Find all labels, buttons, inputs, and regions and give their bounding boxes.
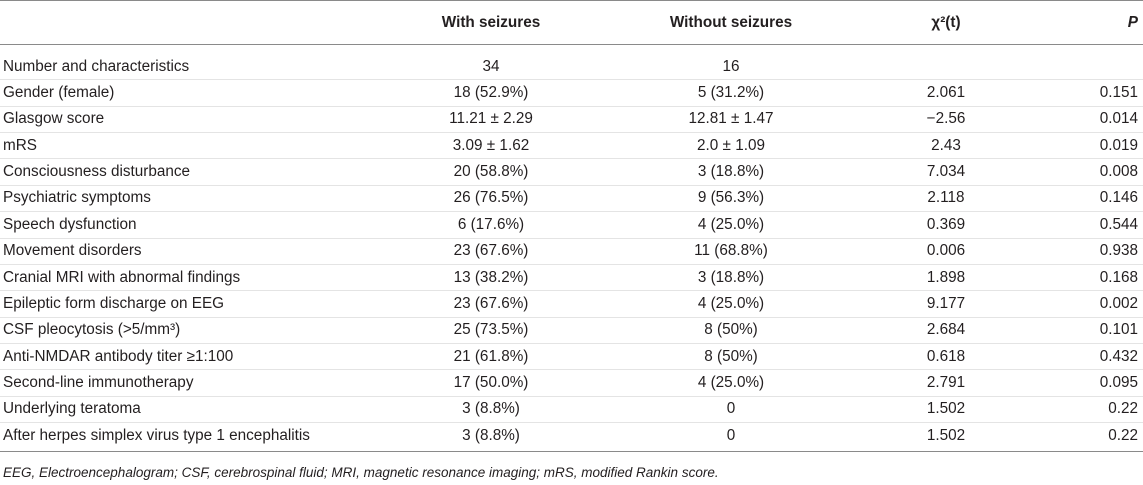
cell-with-seizures: 20 (58.8%): [453, 163, 529, 181]
table-row: Consciousness disturbance 20 (58.8%) 3 (18…: [0, 159, 1143, 186]
header-statistic: χ²(t): [931, 13, 961, 31]
cell-characteristic: After herpes simplex virus type 1 enceph…: [3, 427, 310, 445]
table-row: mRS 3.09 ± 1.62 2.0 ± 1.09 2.43 0.019: [0, 133, 1143, 160]
cell-characteristic: Speech dysfunction: [3, 215, 137, 233]
cell-p-value: 0.095: [1099, 373, 1138, 391]
cell-with-seizures: 21 (61.8%): [453, 347, 529, 365]
table-footnote: EEG, Electroencephalogram; CSF, cerebros…: [3, 465, 719, 481]
cell-without-seizures: 5 (31.2%): [697, 84, 765, 102]
cell-p-value: 0.432: [1099, 347, 1138, 365]
cell-statistic: 0.618: [926, 347, 966, 365]
cell-statistic: 2.061: [926, 84, 966, 102]
cell-statistic: 9.177: [926, 294, 966, 312]
cell-without-seizures: 16: [722, 57, 740, 75]
cell-without-seizures: 2.0 ± 1.09: [697, 136, 765, 154]
cell-p-value: 0.938: [1099, 242, 1138, 260]
cell-without-seizures: 8 (50%): [704, 347, 758, 365]
cell-with-seizures: 23 (67.6%): [453, 294, 529, 312]
cell-without-seizures: 3 (18.8%): [697, 163, 765, 181]
cell-statistic: 2.118: [927, 189, 965, 207]
cell-statistic: 7.034: [926, 163, 966, 181]
table-row: Anti-NMDAR antibody titer ≥1:100 21 (61.8…: [0, 344, 1143, 371]
cell-statistic: 1.898: [926, 268, 966, 286]
cell-without-seizures: 3 (18.8%): [697, 268, 765, 286]
cell-p-value: 0.22: [1108, 400, 1138, 418]
cell-p-value: 0.146: [1099, 189, 1138, 207]
table-row: After herpes simplex virus type 1 enceph…: [0, 423, 1143, 449]
cell-characteristic: Underlying teratoma: [3, 400, 141, 418]
cell-without-seizures: 0: [726, 400, 736, 418]
cell-with-seizures: 25 (73.5%): [453, 321, 529, 339]
cell-without-seizures: 9 (56.3%): [697, 189, 765, 207]
cell-p-value: 0.151: [1099, 84, 1138, 102]
cell-with-seizures: 18 (52.9%): [453, 84, 529, 102]
cell-without-seizures: 12.81 ± 1.47: [688, 110, 774, 128]
table-row: Underlying teratoma 3 (8.8%) 0 1.502 0.22: [0, 397, 1143, 424]
cell-with-seizures: 11.21 ± 2.29: [449, 110, 533, 128]
cell-without-seizures: 4 (25.0%): [697, 373, 765, 391]
cell-p-value: 0.008: [1099, 163, 1138, 181]
cell-characteristic: CSF pleocytosis (>5/mm³): [3, 321, 181, 339]
table-row: CSF pleocytosis (>5/mm³) 25 (73.5%) 8 (50%…: [0, 318, 1143, 344]
cell-characteristic: Consciousness disturbance: [3, 163, 191, 181]
table-top-rule: [0, 0, 1143, 1]
table-bottom-rule: [0, 451, 1143, 453]
table-row: Second-line immunotherapy 17 (50.0%) 4 (25…: [0, 370, 1143, 397]
cell-characteristic: Second-line immunotherapy: [3, 373, 194, 391]
cell-statistic: 2.684: [926, 321, 966, 339]
cell-statistic: 2.43: [931, 136, 961, 154]
cell-without-seizures: 0: [726, 427, 736, 445]
cell-statistic: 1.502: [926, 427, 966, 445]
cell-p-value: 0.014: [1099, 110, 1138, 128]
cell-characteristic: Number and characteristics: [3, 57, 190, 75]
cell-characteristic: Gender (female): [3, 84, 115, 102]
cell-with-seizures: 26 (76.5%): [453, 189, 529, 207]
cell-without-seizures: 11 (68.8%): [694, 242, 768, 260]
cell-without-seizures: 4 (25.0%): [697, 215, 765, 233]
cell-characteristic: Glasgow score: [3, 110, 105, 128]
table-row: Speech dysfunction 6 (17.6%) 4 (25.0%) 0.36…: [0, 212, 1143, 239]
cell-statistic: 0.006: [926, 242, 966, 260]
table-row: Psychiatric symptoms 26 (76.5%) 9 (56.3%) 2…: [0, 186, 1143, 213]
cell-with-seizures: 34: [482, 57, 500, 75]
cell-with-seizures: 3.09 ± 1.62: [452, 136, 530, 154]
table-header-row: With seizures Without seizures χ²(t) P: [0, 1, 1143, 45]
cell-characteristic: Cranial MRI with abnormal findings: [3, 268, 241, 286]
table-row: Epileptic form discharge on EEG 23 (67.6%…: [0, 291, 1143, 318]
table-row: Gender (female) 18 (52.9%) 5 (31.2%) 2.061 0…: [0, 80, 1143, 107]
header-p-value: P: [1127, 13, 1138, 31]
cell-with-seizures: 23 (67.6%): [453, 242, 529, 260]
cell-characteristic: Movement disorders: [3, 242, 142, 260]
cell-statistic: 2.791: [926, 373, 966, 391]
cell-without-seizures: 8 (50%): [704, 321, 758, 339]
cell-characteristic: Epileptic form discharge on EEG: [3, 294, 225, 312]
table-row: Cranial MRI with abnormal findings 13 (38…: [0, 265, 1143, 292]
cell-characteristic: mRS: [3, 136, 37, 154]
cell-p-value: 0.002: [1099, 294, 1138, 312]
table-row: Number and characteristics 34 16: [0, 54, 1143, 81]
cell-with-seizures: 3 (8.8%): [462, 427, 520, 445]
cell-statistic: 1.502: [926, 400, 966, 418]
cell-with-seizures: 17 (50.0%): [453, 373, 529, 391]
cell-p-value: 0.22: [1108, 427, 1138, 445]
table-body: Number and characteristics 34 16 Gender (fe…: [0, 45, 1143, 449]
cell-with-seizures: 6 (17.6%): [457, 215, 525, 233]
cell-p-value: 0.019: [1099, 136, 1138, 154]
table-row: Movement disorders 23 (67.6%) 11 (68.8%) 0.…: [0, 239, 1143, 265]
header-with-seizures: With seizures: [441, 13, 541, 31]
header-without-seizures: Without seizures: [669, 13, 793, 31]
cell-with-seizures: 13 (38.2%): [453, 268, 529, 286]
cell-characteristic: Anti-NMDAR antibody titer ≥1:100: [3, 347, 234, 365]
cell-with-seizures: 3 (8.8%): [462, 400, 520, 418]
cell-p-value: 0.544: [1099, 215, 1138, 233]
cell-without-seizures: 4 (25.0%): [697, 294, 765, 312]
cell-p-value: 0.168: [1099, 268, 1138, 286]
cell-statistic: −2.56: [926, 110, 966, 128]
cell-characteristic: Psychiatric symptoms: [3, 189, 151, 207]
cell-p-value: 0.101: [1099, 321, 1138, 339]
table-row: Glasgow score 11.21 ± 2.29 12.81 ± 1.47 −2.…: [0, 107, 1143, 134]
cell-statistic: 0.369: [926, 215, 966, 233]
